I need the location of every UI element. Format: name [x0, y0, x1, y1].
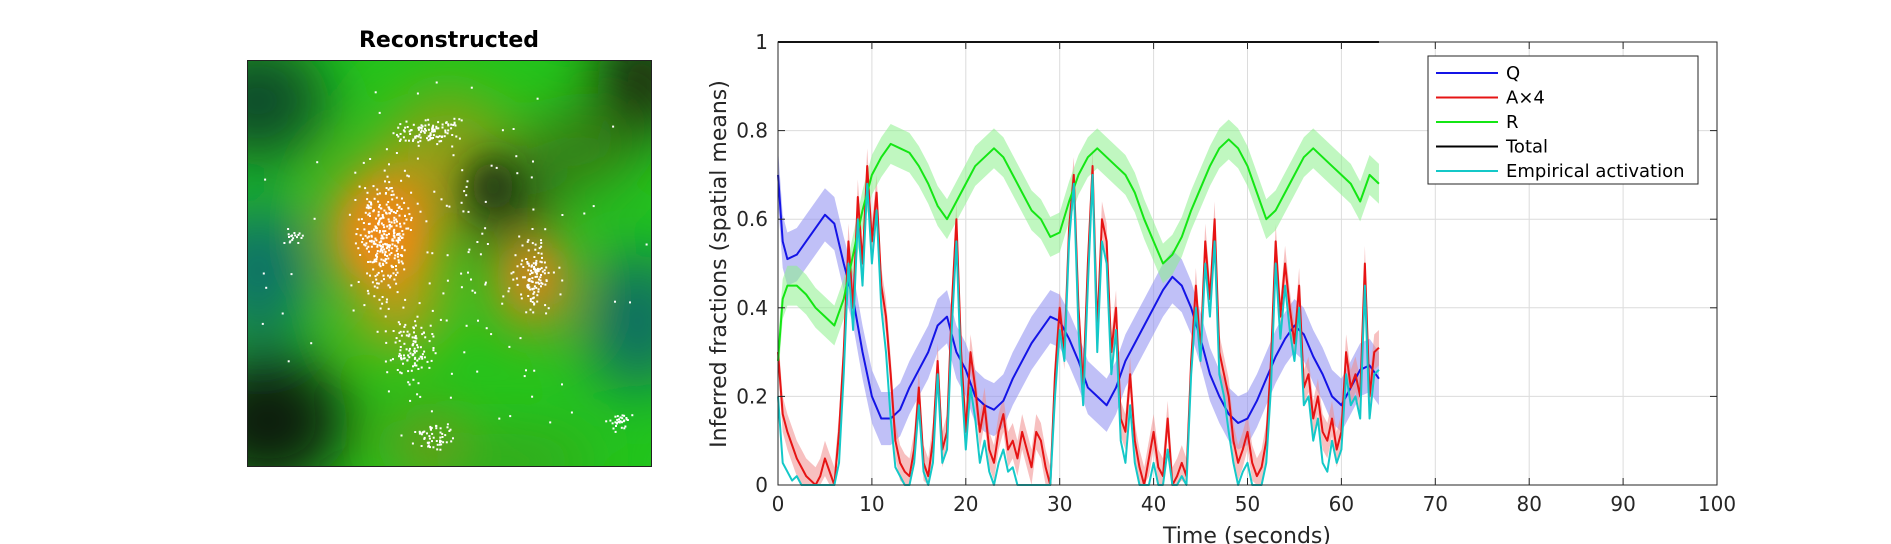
series-line-4	[777, 173, 1380, 486]
x-tick-label-9: 90	[1610, 492, 1635, 516]
y-axis-label: Inferred fractions (spatial means)	[707, 80, 732, 448]
x-axis-label: Time (seconds)	[1162, 524, 1331, 544]
tick-labels: 0 10 20 30 40 50 60 70 80 90 100 0 0.2 0.4 0.6 0.8 1	[736, 30, 1736, 516]
series-lines	[777, 41, 1380, 486]
image-title: Reconstructed	[358, 28, 540, 53]
x-tick-label-3: 30	[1047, 492, 1072, 516]
reconstructed-image	[247, 60, 652, 467]
y-tick-label-4: 0.8	[736, 119, 768, 143]
legend-label-2: R	[1506, 112, 1519, 133]
y-tick-label-2: 0.4	[736, 296, 768, 320]
legend-label-1: A×4	[1506, 88, 1545, 109]
legend-label-4: Empirical activation	[1506, 161, 1685, 182]
x-tick-label-8: 80	[1516, 492, 1541, 516]
x-tick-label-4: 40	[1141, 492, 1166, 516]
legend-box	[1427, 55, 1699, 185]
x-tick-label-2: 20	[953, 492, 978, 516]
x-tick-label-1: 10	[859, 492, 884, 516]
y-tick-label-3: 0.6	[736, 207, 768, 231]
legend-label-0: Q	[1506, 63, 1520, 84]
x-tick-label-6: 60	[1329, 492, 1354, 516]
band-0	[778, 148, 1379, 450]
series-line-0	[777, 174, 1380, 424]
x-tick-label-5: 50	[1235, 492, 1260, 516]
legend: Q A×4 R Total Empirical activation	[1427, 55, 1699, 185]
legend-label-3: Total	[1505, 137, 1548, 158]
event-dots	[261, 81, 648, 451]
reconstructed-heatmap	[248, 61, 651, 466]
x-tick-label-7: 70	[1423, 492, 1448, 516]
x-tick-label-10: 100	[1698, 492, 1736, 516]
y-tick-label-0: 0	[755, 473, 768, 497]
x-tick-label-0: 0	[772, 492, 785, 516]
y-tick-label-1: 0.2	[736, 384, 768, 408]
y-tick-label-5: 1	[755, 30, 768, 54]
